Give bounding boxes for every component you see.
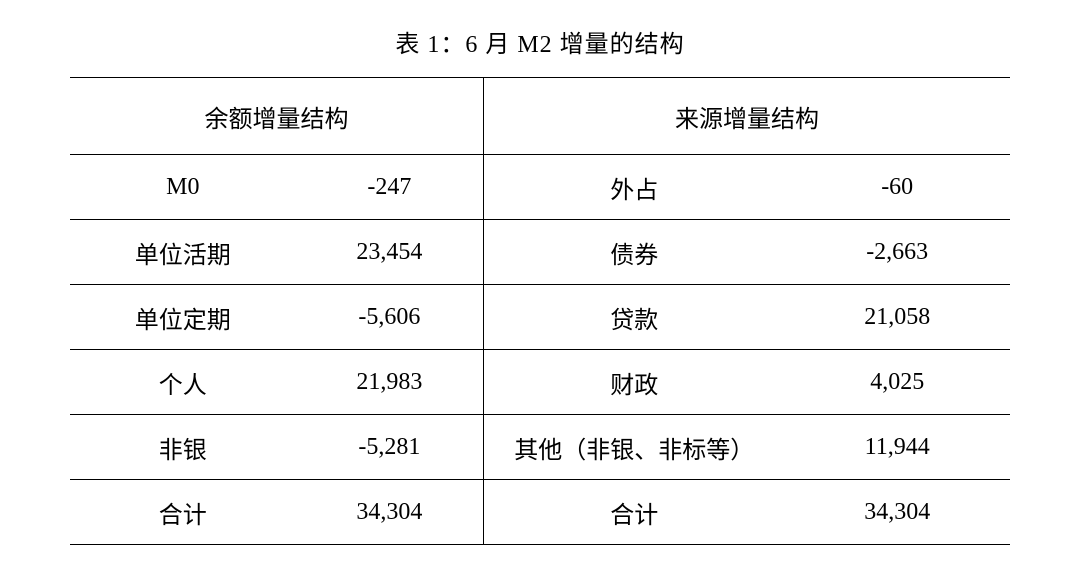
cell-right-value: -60 [784, 155, 1010, 220]
cell-left-label: 个人 [70, 350, 296, 415]
cell-right-label: 合计 [484, 480, 785, 545]
cell-left-value: -5,281 [296, 415, 484, 480]
cell-right-value: -2,663 [784, 220, 1010, 285]
table-container: 余额增量结构 来源增量结构 M0 -247 外占 -60 单位活期 23,454… [70, 77, 1010, 545]
cell-right-label: 财政 [484, 350, 785, 415]
cell-right-value: 4,025 [784, 350, 1010, 415]
cell-left-value: 23,454 [296, 220, 484, 285]
cell-left-value: -5,606 [296, 285, 484, 350]
cell-left-label: M0 [70, 155, 296, 220]
table-row: M0 -247 外占 -60 [70, 155, 1010, 220]
cell-left-label: 单位定期 [70, 285, 296, 350]
header-left: 余额增量结构 [70, 78, 484, 155]
table-title: 表 1：6 月 M2 增量的结构 [395, 24, 684, 59]
cell-left-value: 21,983 [296, 350, 484, 415]
cell-left-value: -247 [296, 155, 484, 220]
header-right: 来源增量结构 [484, 78, 1010, 155]
cell-right-label: 其他（非银、非标等） [484, 415, 785, 480]
cell-left-label: 单位活期 [70, 220, 296, 285]
table-row: 非银 -5,281 其他（非银、非标等） 11,944 [70, 415, 1010, 480]
cell-left-label: 合计 [70, 480, 296, 545]
cell-right-value: 21,058 [784, 285, 1010, 350]
cell-right-label: 债券 [484, 220, 785, 285]
cell-right-label: 外占 [484, 155, 785, 220]
table-row: 个人 21,983 财政 4,025 [70, 350, 1010, 415]
cell-left-value: 34,304 [296, 480, 484, 545]
cell-right-label: 贷款 [484, 285, 785, 350]
table-row: 单位活期 23,454 债券 -2,663 [70, 220, 1010, 285]
m2-structure-table: 余额增量结构 来源增量结构 M0 -247 外占 -60 单位活期 23,454… [70, 77, 1010, 545]
table-header-row: 余额增量结构 来源增量结构 [70, 78, 1010, 155]
table-row-total: 合计 34,304 合计 34,304 [70, 480, 1010, 545]
cell-right-value: 34,304 [784, 480, 1010, 545]
cell-left-label: 非银 [70, 415, 296, 480]
table-row: 单位定期 -5,606 贷款 21,058 [70, 285, 1010, 350]
cell-right-value: 11,944 [784, 415, 1010, 480]
